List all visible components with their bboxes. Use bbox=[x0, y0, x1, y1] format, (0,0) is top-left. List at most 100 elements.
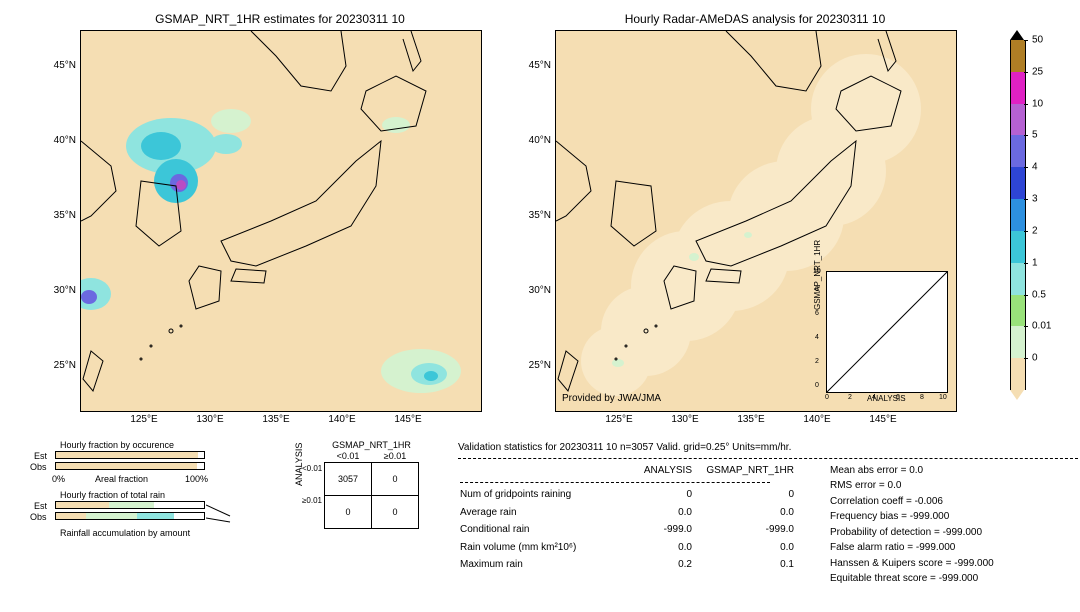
colorbar: 502510543210.50.010 bbox=[1010, 30, 1060, 400]
colorbar-tick: 0.5 bbox=[1032, 289, 1046, 300]
stat-val-a: 0 bbox=[632, 487, 702, 503]
inset-tick: 8 bbox=[815, 286, 819, 293]
metric-label: False alarm ratio = bbox=[830, 542, 913, 553]
metric-value: 0.0 bbox=[909, 465, 923, 476]
stat-row: Average rain0.00.0 bbox=[460, 505, 804, 521]
connector-lines bbox=[206, 500, 236, 524]
colorbar-tick: 5 bbox=[1032, 130, 1038, 141]
col-header: GSMAP_NRT_1HR bbox=[704, 463, 804, 479]
frac-title2: Hourly fraction of total rain bbox=[60, 490, 165, 500]
stat-label: Average rain bbox=[460, 505, 630, 521]
ytick: 30°N bbox=[521, 285, 551, 296]
left-map-title: GSMAP_NRT_1HR estimates for 20230311 10 bbox=[80, 12, 480, 26]
xtick: 140°E bbox=[322, 414, 362, 425]
divider bbox=[458, 458, 1078, 459]
inset-tick: 0 bbox=[825, 394, 829, 401]
attribution: Provided by JWA/JMA bbox=[562, 393, 661, 404]
colorbar-tick: 4 bbox=[1032, 162, 1038, 173]
stat-label: Conditional rain bbox=[460, 522, 630, 538]
stat-metric: Equitable threat score = -999.000 bbox=[830, 571, 994, 587]
metric-value: -999.000 bbox=[910, 511, 949, 522]
xtick: 125°E bbox=[599, 414, 639, 425]
right-map-title: Hourly Radar-AMeDAS analysis for 2023031… bbox=[555, 12, 955, 26]
stat-row: Num of gridpoints raining00 bbox=[460, 487, 804, 503]
xtick: 145°E bbox=[863, 414, 903, 425]
stat-label: Maximum rain bbox=[460, 557, 630, 573]
metric-value: -999.000 bbox=[916, 542, 955, 553]
inset-tick: 6 bbox=[896, 394, 900, 401]
ct-cell: 0 bbox=[372, 463, 419, 496]
inset-tick: 2 bbox=[815, 358, 819, 365]
inset-tick: 6 bbox=[815, 310, 819, 317]
ytick: 35°N bbox=[521, 210, 551, 221]
stats-title: Validation statistics for 20230311 10 n=… bbox=[458, 440, 1078, 456]
col-header: ANALYSIS bbox=[632, 463, 702, 479]
xtick: 130°E bbox=[665, 414, 705, 425]
stat-label: Num of gridpoints raining bbox=[460, 487, 630, 503]
metric-value: -0.006 bbox=[915, 496, 943, 507]
metric-label: RMS error = bbox=[830, 480, 885, 491]
x1: 100% bbox=[185, 474, 208, 484]
metric-label: Correlation coeff = bbox=[830, 496, 912, 507]
metric-label: Probability of detection = bbox=[830, 527, 940, 538]
xtick: 140°E bbox=[797, 414, 837, 425]
right-map: GSMAP_NRT_1HR ANALYSIS 0 2 4 6 8 10 0 2 … bbox=[555, 30, 957, 412]
ct-row-label: <0.01 bbox=[302, 464, 322, 473]
ytick: 30°N bbox=[46, 285, 76, 296]
stat-val-a: 0.2 bbox=[632, 557, 702, 573]
metric-label: Hanssen & Kuipers score = bbox=[830, 558, 951, 569]
obs-bar-1 bbox=[55, 462, 205, 470]
ct-cell: 0 bbox=[372, 496, 419, 529]
ytick: 25°N bbox=[46, 360, 76, 371]
ytick: 35°N bbox=[46, 210, 76, 221]
xlabel: Areal fraction bbox=[95, 474, 148, 484]
inset-tick: 8 bbox=[920, 394, 924, 401]
frac-title1: Hourly fraction by occurence bbox=[60, 440, 174, 450]
stat-val-a: 0.0 bbox=[632, 540, 702, 556]
row-label: Est bbox=[34, 451, 47, 461]
stat-label: Rain volume (mm km²10⁶) bbox=[460, 540, 630, 556]
stat-val-b: 0.1 bbox=[704, 557, 804, 573]
stat-val-b: 0.0 bbox=[704, 505, 804, 521]
metric-label: Mean abs error = bbox=[830, 465, 906, 476]
xtick: 145°E bbox=[388, 414, 428, 425]
ct-cell: 0 bbox=[325, 496, 372, 529]
row-label: Obs bbox=[30, 512, 47, 522]
stat-metric: Hanssen & Kuipers score = -999.000 bbox=[830, 556, 994, 572]
inset-tick: 2 bbox=[848, 394, 852, 401]
ytick: 25°N bbox=[521, 360, 551, 371]
left-map bbox=[80, 30, 482, 412]
ytick: 40°N bbox=[521, 135, 551, 146]
obs-bar-2 bbox=[55, 512, 205, 520]
stat-metric: Mean abs error = 0.0 bbox=[830, 463, 994, 479]
ct-cell: 3057 bbox=[325, 463, 372, 496]
stat-val-a: 0.0 bbox=[632, 505, 702, 521]
inset-tick: 4 bbox=[872, 394, 876, 401]
metric-value: 0.0 bbox=[888, 480, 902, 491]
ytick: 45°N bbox=[521, 60, 551, 71]
stat-val-b: 0 bbox=[704, 487, 804, 503]
colorbar-tick: 2 bbox=[1032, 225, 1038, 236]
xtick: 125°E bbox=[124, 414, 164, 425]
metric-value: -999.000 bbox=[954, 558, 993, 569]
ct-col-label: ≥0.01 bbox=[372, 450, 419, 463]
divider bbox=[460, 482, 770, 483]
contingency-table: GSMAP_NRT_1HR <0.01 ≥0.01 3057 0 0 0 ANA… bbox=[300, 440, 419, 529]
row-label: Obs bbox=[30, 462, 47, 472]
ct-col-label: <0.01 bbox=[325, 450, 372, 463]
frac-title3: Rainfall accumulation by amount bbox=[60, 528, 190, 538]
est-bar-2 bbox=[55, 501, 205, 509]
xtick: 135°E bbox=[731, 414, 771, 425]
inset-tick: 10 bbox=[813, 268, 821, 275]
stat-val-a: -999.0 bbox=[632, 522, 702, 538]
metric-label: Frequency bias = bbox=[830, 511, 907, 522]
inset-tick: 0 bbox=[815, 382, 819, 389]
stat-metric: RMS error = 0.0 bbox=[830, 478, 994, 494]
colorbar-tick: 0 bbox=[1032, 353, 1038, 364]
ytick: 45°N bbox=[46, 60, 76, 71]
ct-row-label: ≥0.01 bbox=[302, 496, 322, 505]
stat-metric: False alarm ratio = -999.000 bbox=[830, 540, 994, 556]
stat-metric: Probability of detection = -999.000 bbox=[830, 525, 994, 541]
stat-row: Conditional rain-999.0-999.0 bbox=[460, 522, 804, 538]
colorbar-tick: 10 bbox=[1032, 98, 1043, 109]
